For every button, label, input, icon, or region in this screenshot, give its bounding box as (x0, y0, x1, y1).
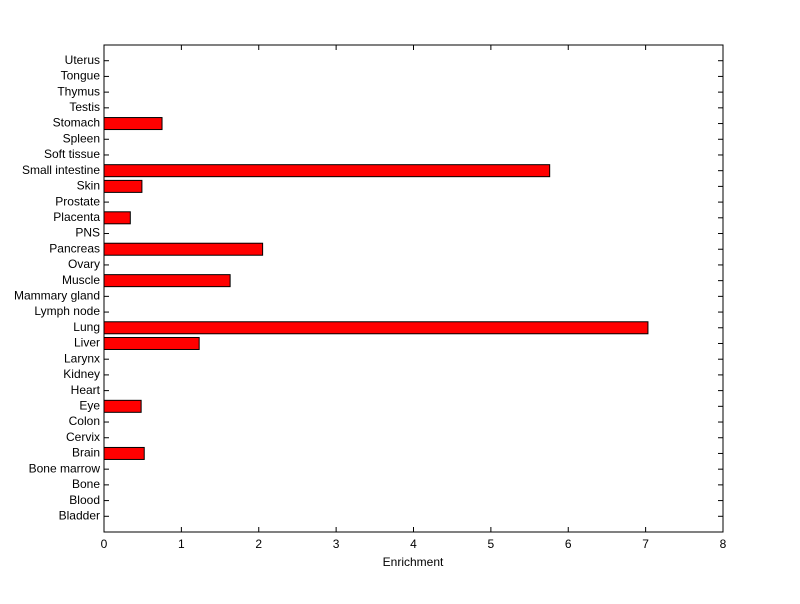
x-tick-label: 1 (178, 537, 185, 551)
y-tick-label: Mammary gland (14, 289, 100, 303)
y-tick-label: Larynx (64, 351, 100, 365)
x-axis-label: Enrichment (383, 555, 444, 569)
x-tick-label: 2 (255, 537, 262, 551)
y-tick-label: Muscle (62, 273, 100, 287)
bar (103, 446, 145, 460)
x-tick-label: 3 (333, 537, 340, 551)
x-tick-label: 5 (488, 537, 495, 551)
y-tick-label: Spleen (63, 131, 100, 145)
x-tick-label: 7 (642, 537, 649, 551)
x-tick-label: 6 (565, 537, 572, 551)
y-tick-label: Uterus (65, 53, 100, 67)
bar (103, 336, 200, 350)
y-tick-label: Liver (74, 336, 100, 350)
bar (103, 117, 163, 131)
bar (103, 321, 649, 335)
y-tick-label: Kidney (63, 367, 100, 381)
x-tick-label: 4 (410, 537, 417, 551)
y-tick-label: Testis (69, 100, 100, 114)
bar (103, 164, 551, 178)
y-tick-label: Brain (72, 446, 100, 460)
y-tick-label: Blood (69, 493, 100, 507)
bar (103, 399, 142, 413)
y-tick-label: Small intestine (22, 163, 100, 177)
plot-frame (103, 44, 724, 533)
x-tick-label: 8 (720, 537, 727, 551)
y-tick-label: Heart (71, 383, 101, 397)
bar (103, 179, 143, 193)
y-tick-label: Tongue (61, 69, 101, 83)
y-tick-label: Thymus (57, 84, 100, 98)
y-tick-label: Lung (73, 320, 100, 334)
bar (103, 242, 264, 256)
y-tick-label: Lymph node (34, 304, 100, 318)
y-tick-label: Soft tissue (44, 147, 100, 161)
bar (103, 274, 231, 288)
y-tick-label: Placenta (53, 210, 100, 224)
y-tick-label: Skin (77, 179, 100, 193)
y-tick-label: Ovary (68, 257, 100, 271)
bar (103, 211, 131, 225)
y-tick-label: Cervix (66, 430, 100, 444)
y-tick-label: Bone (72, 477, 100, 491)
y-tick-label: Bladder (59, 508, 100, 522)
y-tick-label: Prostate (55, 194, 100, 208)
y-tick-label: Eye (79, 398, 100, 412)
y-tick-label: Pancreas (49, 241, 100, 255)
y-tick-label: PNS (75, 226, 100, 240)
y-tick-label: Colon (69, 414, 100, 428)
x-tick-label: 0 (101, 537, 108, 551)
y-tick-label: Bone marrow (29, 461, 101, 475)
y-tick-label: Stomach (53, 116, 100, 130)
